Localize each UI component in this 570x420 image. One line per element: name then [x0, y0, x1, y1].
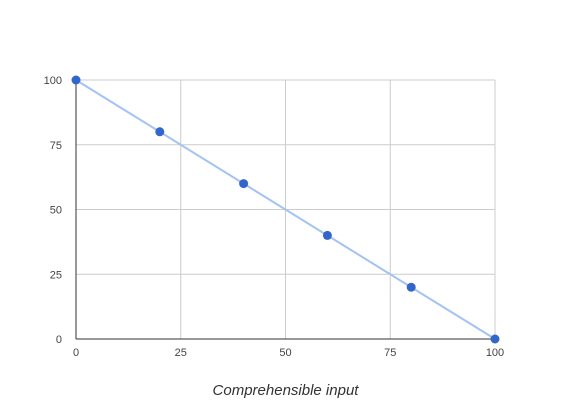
data-point	[239, 179, 249, 189]
x-tick-label: 0	[73, 347, 79, 359]
y-tick-labels: 0 25 50 75 100	[44, 75, 62, 346]
axes	[75, 80, 495, 340]
data-point	[71, 75, 81, 85]
trendline-segment	[75, 79, 496, 340]
data-point	[406, 282, 416, 292]
x-tick-labels: 0 25 50 75 100	[73, 347, 504, 359]
x-tick-label: 100	[486, 347, 504, 359]
y-tick-label: 50	[50, 205, 62, 217]
data-points	[71, 75, 500, 344]
y-tick-label: 100	[44, 75, 62, 87]
y-tick-label: 75	[50, 140, 62, 152]
x-tick-label: 25	[175, 347, 187, 359]
x-tick-label: 50	[279, 347, 291, 359]
data-point	[490, 334, 500, 344]
y-tick-label: 0	[56, 334, 62, 346]
data-point	[322, 230, 332, 240]
x-axis-title: Comprehensible input	[213, 382, 360, 399]
y-tick-label: 25	[50, 269, 62, 281]
x-tick-label: 75	[384, 347, 396, 359]
data-point	[155, 127, 165, 137]
trendline	[75, 79, 496, 340]
